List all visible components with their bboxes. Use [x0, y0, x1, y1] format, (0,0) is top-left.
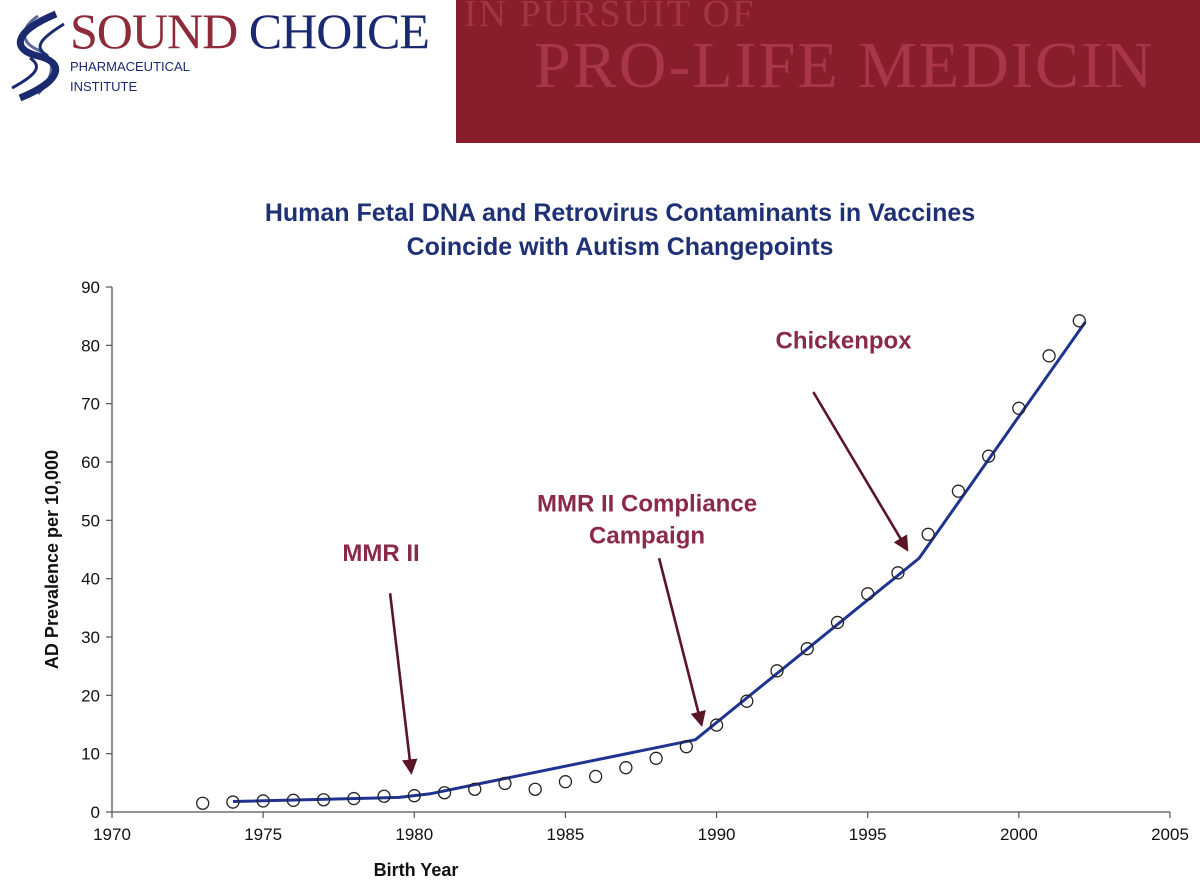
chart-title: Human Fetal DNA and Retrovirus Contamina…	[0, 196, 1200, 264]
y-tick-label: 30	[81, 628, 100, 647]
x-tick-label: 1995	[849, 825, 887, 844]
logo-subtitle-1: PHARMACEUTICAL	[70, 59, 190, 74]
data-point	[800, 642, 814, 656]
data-point	[709, 718, 724, 732]
annotation-label: MMR II Compliance	[537, 491, 757, 518]
data-point	[286, 793, 301, 807]
y-tick-label: 40	[81, 570, 100, 589]
annotation-label: Chickenpox	[776, 327, 913, 354]
x-tick-label: 1975	[244, 825, 282, 844]
data-point	[196, 796, 210, 810]
data-point	[770, 664, 784, 678]
data-point	[1012, 401, 1026, 415]
data-point	[1042, 349, 1056, 363]
data-point	[437, 786, 452, 800]
data-point	[528, 782, 542, 796]
y-tick-label: 70	[81, 395, 100, 414]
logo-word-sound: SOUND	[70, 3, 238, 59]
trend-line	[232, 321, 1087, 803]
chart-title-line-2: Coincide with Autism Changepoints	[406, 233, 834, 261]
data-point	[679, 740, 693, 754]
data-point	[740, 694, 754, 708]
data-point	[830, 615, 845, 630]
data-point	[407, 789, 421, 803]
annotation-arrow	[388, 593, 418, 775]
logo-word-choice: CHOICE	[248, 3, 430, 59]
x-tick-label: 2005	[1151, 825, 1189, 844]
y-tick-label: 80	[81, 336, 100, 355]
y-tick-label: 60	[81, 453, 100, 472]
helix-logo-icon	[11, 10, 65, 102]
annotation-arrow	[657, 557, 706, 728]
data-point	[649, 751, 663, 765]
logo-subtitle-2: INSTITUTE	[70, 79, 138, 94]
annotation-label: Campaign	[589, 523, 705, 550]
annotation-label: MMR II	[342, 540, 419, 567]
header-banner: IN PURSUIT OF PRO-LIFE MEDICIN	[456, 0, 1200, 143]
logo-title: SOUND CHOICE	[70, 2, 430, 60]
data-point	[921, 527, 935, 541]
y-tick-label: 0	[91, 803, 100, 822]
x-tick-label: 2000	[1000, 825, 1038, 844]
annotation-arrow	[812, 391, 909, 552]
data-point	[468, 782, 482, 796]
data-point	[981, 449, 996, 463]
data-point	[1072, 314, 1086, 328]
data-point	[226, 795, 240, 809]
data-point	[316, 793, 331, 807]
x-tick-label: 1990	[698, 825, 736, 844]
x-tick-label: 1980	[395, 825, 433, 844]
y-tick-label: 90	[81, 278, 100, 297]
data-point	[377, 789, 391, 803]
banner-line-2: PRO-LIFE MEDICIN	[534, 29, 1155, 102]
data-point	[347, 791, 361, 806]
data-point	[589, 769, 603, 784]
data-point	[891, 566, 905, 580]
x-axis-label: Birth Year	[374, 860, 459, 880]
y-tick-label: 50	[81, 511, 100, 530]
banner-line-1: IN PURSUIT OF	[464, 0, 756, 35]
data-point	[558, 775, 573, 789]
x-tick-label: 1970	[93, 825, 131, 844]
chart-title-line-1: Human Fetal DNA and Retrovirus Contamina…	[264, 199, 976, 227]
x-tick-label: 1985	[547, 825, 585, 844]
data-point	[498, 776, 512, 791]
data-point	[256, 794, 270, 808]
data-point	[619, 761, 633, 775]
data-point	[951, 484, 966, 498]
data-point	[861, 587, 875, 601]
y-axis-label: AD Prevalence per 10,000	[42, 450, 62, 669]
slide-header: SOUND CHOICE PHARMACEUTICAL INSTITUTE IN…	[0, 0, 1200, 150]
y-tick-label: 20	[81, 686, 100, 705]
y-tick-label: 10	[81, 745, 100, 764]
